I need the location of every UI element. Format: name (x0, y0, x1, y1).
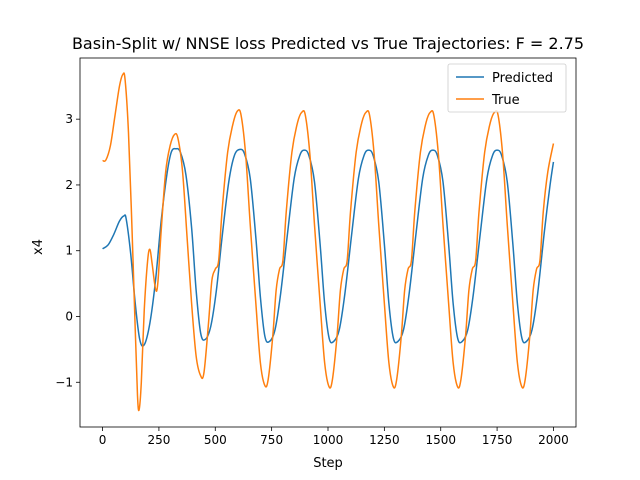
x-axis-label: Step (313, 456, 343, 471)
x-tick-label: 1000 (313, 433, 344, 447)
y-tick-label: 1 (65, 244, 73, 258)
legend-label: Predicted (492, 71, 553, 86)
y-axis-label: x4 (31, 239, 46, 255)
y-tick-label: 3 (65, 112, 73, 126)
y-tick-label: 0 (65, 309, 73, 323)
x-axis: 0 250 500 750 1000 1250 1500 1750 2000 (99, 427, 569, 447)
legend-box (447, 63, 567, 113)
legend-label: True (491, 93, 520, 108)
series-line-predicted (102, 147, 555, 347)
x-tick-label: 250 (147, 433, 170, 447)
legend: Predicted True (447, 63, 567, 113)
x-tick-label: 1500 (425, 433, 456, 447)
plot-area (102, 72, 555, 412)
x-tick-label: 1250 (369, 433, 400, 447)
y-tick-label: −1 (55, 375, 73, 389)
x-tick-label: 2000 (538, 433, 569, 447)
x-tick-label: 500 (204, 433, 227, 447)
chart-title: Basin-Split w/ NNSE loss Predicted vs Tr… (72, 34, 584, 53)
axes-frame (79, 57, 577, 428)
x-tick-label: 750 (260, 433, 283, 447)
x-tick-label: 0 (99, 433, 107, 447)
series-line-true (102, 72, 555, 412)
y-axis: −1 0 1 2 3 (55, 112, 80, 389)
x-tick-label: 1750 (482, 433, 513, 447)
y-tick-label: 2 (65, 178, 73, 192)
